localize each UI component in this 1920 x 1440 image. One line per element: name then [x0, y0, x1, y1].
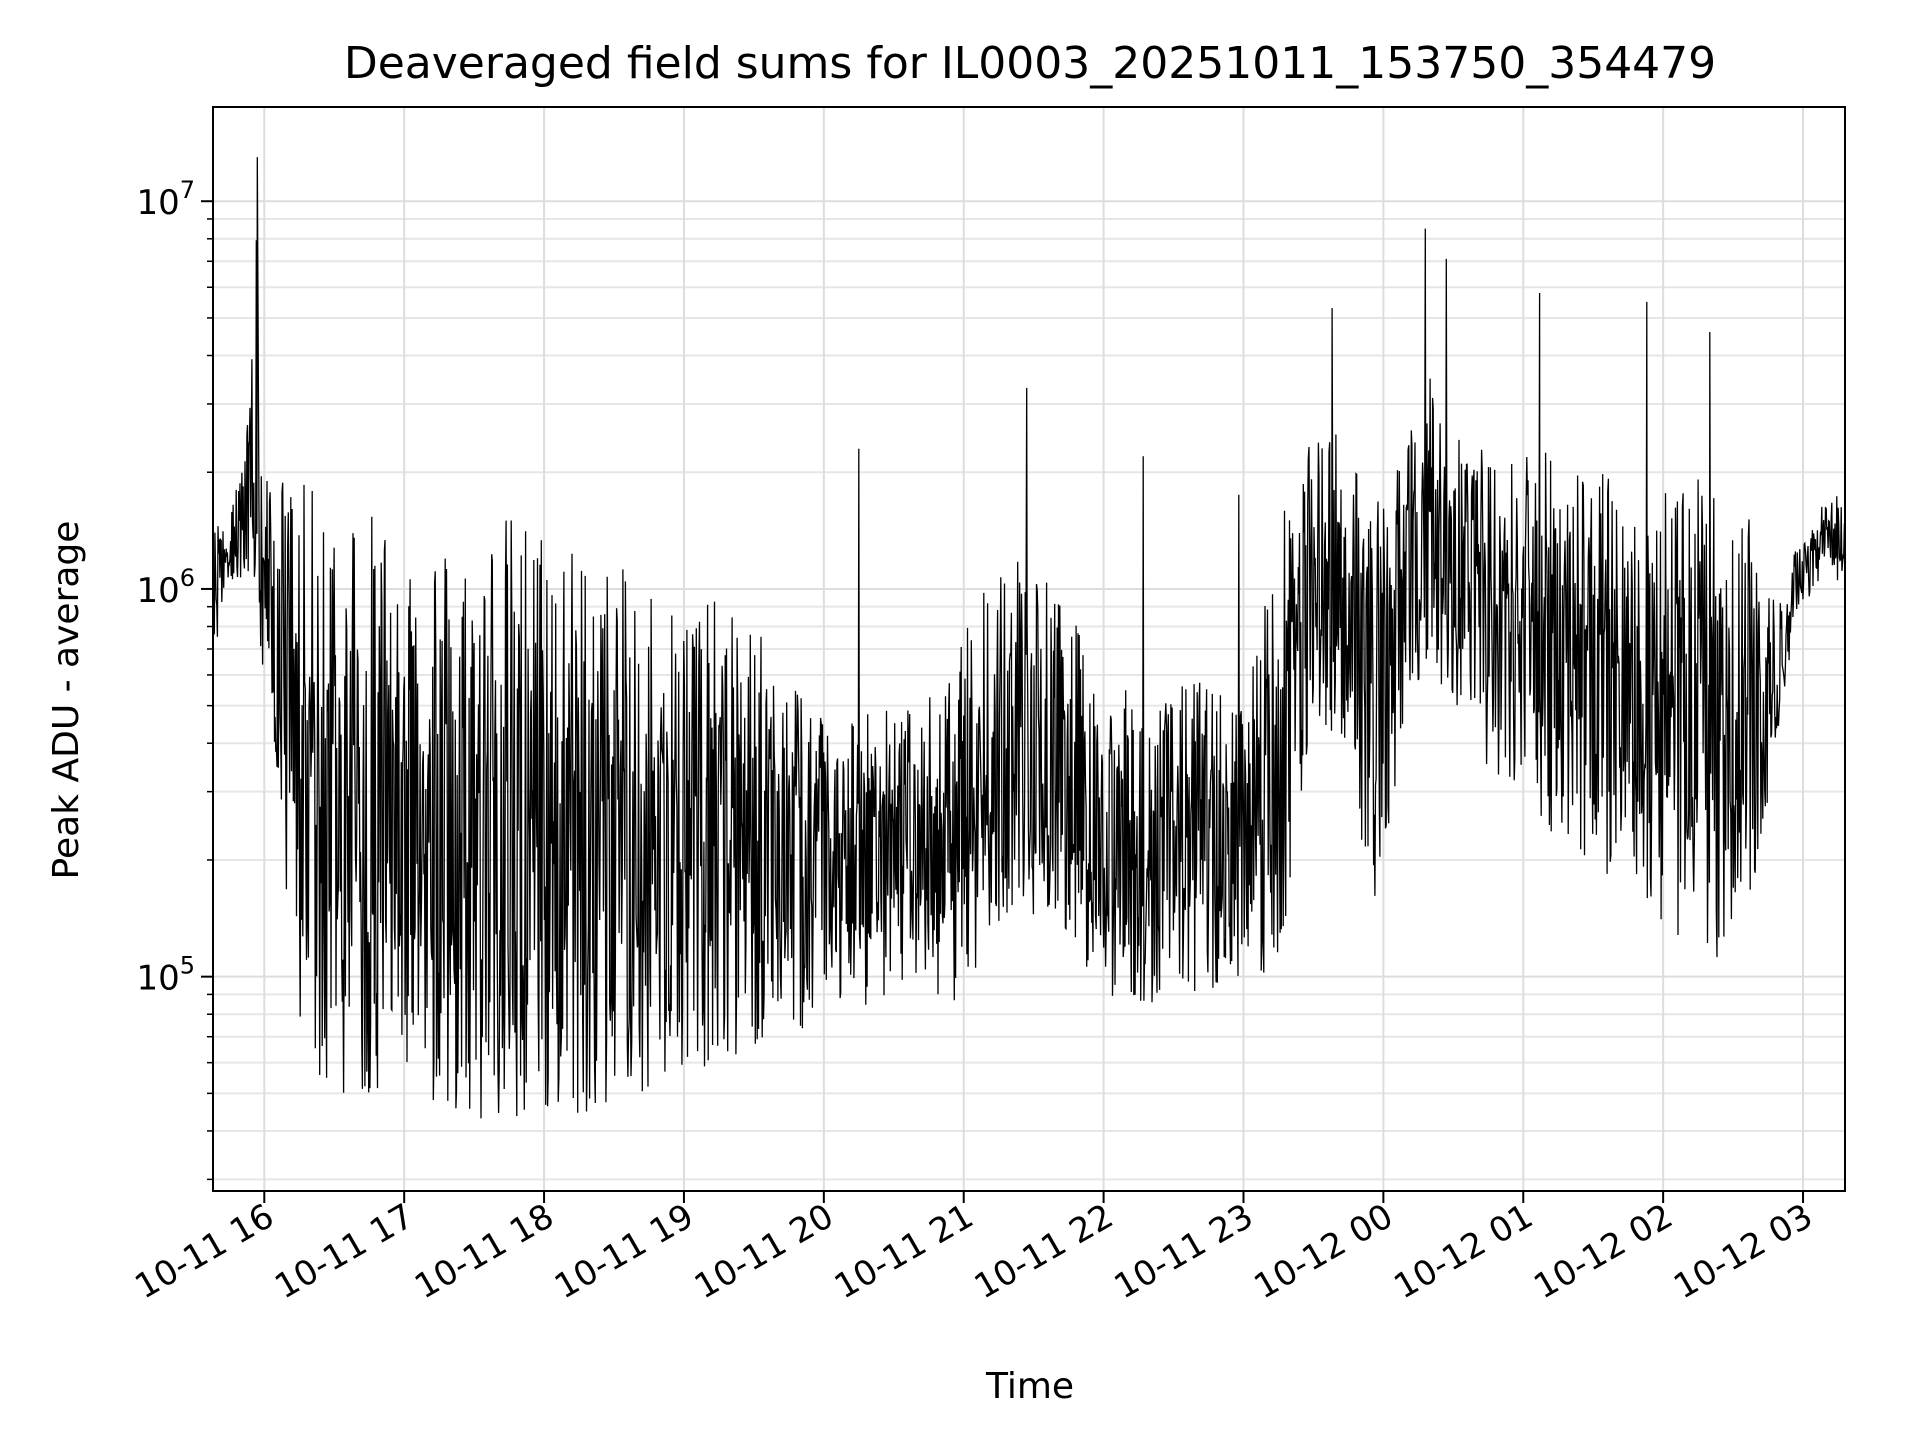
series-line [212, 157, 1846, 1119]
y-tick-label: 107 [136, 176, 195, 223]
y-axis: 105 106 107 [136, 176, 213, 1181]
y-tick-label: 105 [136, 952, 195, 999]
y-tick-label: 106 [136, 564, 195, 611]
series-layer [212, 157, 1846, 1119]
y-axis-label: Peak ADU - average [46, 521, 87, 880]
x-axis-label: Time [985, 1366, 1074, 1407]
chart-title: Deaveraged field sums for IL0003_2025101… [344, 38, 1716, 89]
